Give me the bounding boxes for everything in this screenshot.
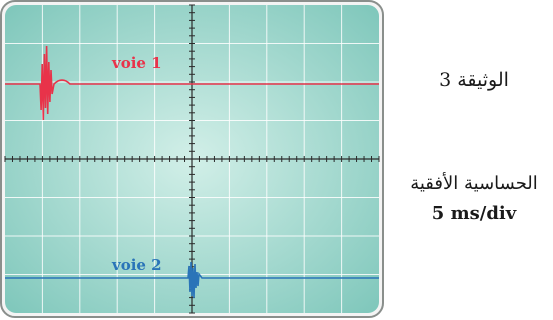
- oscilloscope-screen: voie 1 voie 2: [0, 0, 384, 318]
- channel-1-label: voie 1: [111, 54, 162, 72]
- channel-1-trace: [5, 45, 379, 121]
- oscilloscope-display: voie 1 voie 2: [0, 0, 384, 318]
- document-label: الوثيقة 3: [439, 69, 509, 91]
- horizontal-sensitivity-value: 5 ms/div: [431, 203, 517, 224]
- graticule-axes: [4, 4, 380, 314]
- signal-traces: [5, 45, 379, 299]
- channel-2-trace: [5, 261, 379, 299]
- channel-2-label: voie 2: [111, 256, 162, 274]
- horizontal-sensitivity-label: الحساسية الأفقية: [410, 173, 538, 194]
